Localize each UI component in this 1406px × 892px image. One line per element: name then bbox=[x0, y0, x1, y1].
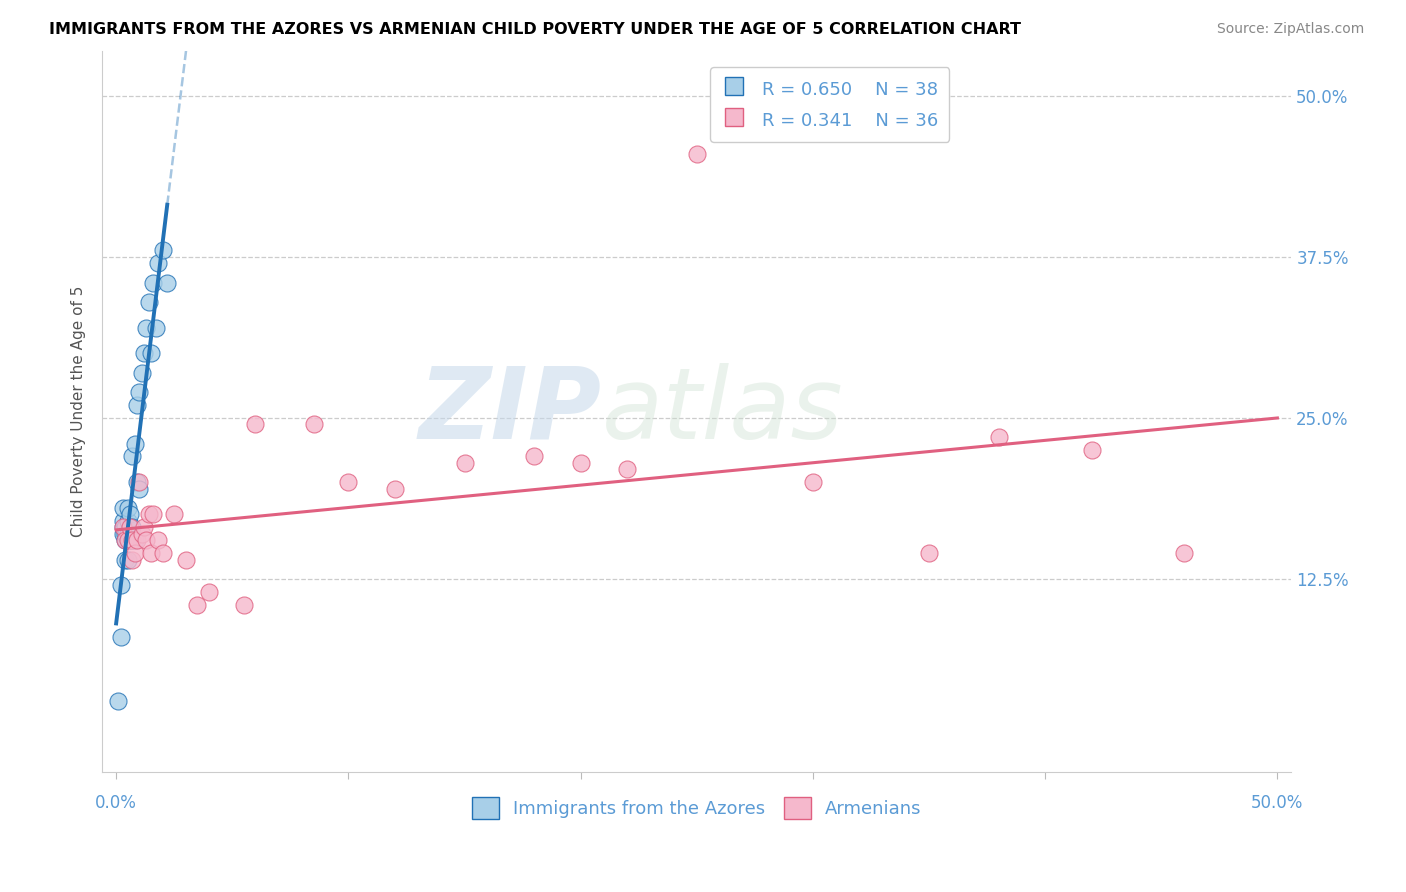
Point bbox=[124, 436, 146, 450]
Point bbox=[107, 694, 129, 708]
Point bbox=[114, 533, 136, 548]
Point bbox=[987, 430, 1010, 444]
Point bbox=[121, 450, 143, 464]
Point bbox=[112, 520, 135, 534]
Point bbox=[384, 482, 406, 496]
Point bbox=[135, 320, 157, 334]
Point bbox=[114, 533, 136, 548]
Point bbox=[110, 630, 132, 644]
Point bbox=[112, 526, 135, 541]
Point bbox=[174, 552, 197, 566]
Point bbox=[120, 520, 142, 534]
Text: Source: ZipAtlas.com: Source: ZipAtlas.com bbox=[1216, 22, 1364, 37]
Point bbox=[138, 294, 160, 309]
Point bbox=[128, 475, 150, 490]
Point bbox=[125, 533, 148, 548]
Point bbox=[110, 578, 132, 592]
Point bbox=[121, 533, 143, 548]
Point bbox=[120, 533, 142, 548]
Point bbox=[152, 546, 174, 560]
Point bbox=[114, 552, 136, 566]
Point bbox=[128, 482, 150, 496]
Point bbox=[112, 520, 135, 534]
Point bbox=[453, 456, 475, 470]
Point bbox=[146, 533, 169, 548]
Point bbox=[132, 346, 155, 360]
Point bbox=[117, 552, 139, 566]
Point bbox=[121, 552, 143, 566]
Point bbox=[124, 533, 146, 548]
Point bbox=[152, 244, 174, 258]
Point bbox=[117, 533, 139, 548]
Point bbox=[131, 366, 153, 380]
Point bbox=[616, 462, 638, 476]
Point bbox=[686, 146, 709, 161]
Point bbox=[120, 508, 142, 522]
Point bbox=[139, 546, 162, 560]
Point bbox=[523, 450, 546, 464]
Point bbox=[117, 533, 139, 548]
Text: 50.0%: 50.0% bbox=[1251, 794, 1303, 813]
Point bbox=[138, 508, 160, 522]
Text: IMMIGRANTS FROM THE AZORES VS ARMENIAN CHILD POVERTY UNDER THE AGE OF 5 CORRELAT: IMMIGRANTS FROM THE AZORES VS ARMENIAN C… bbox=[49, 22, 1021, 37]
Point bbox=[112, 514, 135, 528]
Point bbox=[124, 546, 146, 560]
Text: 0.0%: 0.0% bbox=[96, 794, 136, 813]
Point bbox=[163, 508, 186, 522]
Point bbox=[117, 500, 139, 515]
Point bbox=[198, 584, 221, 599]
Point bbox=[112, 500, 135, 515]
Point bbox=[1173, 546, 1195, 560]
Point bbox=[125, 475, 148, 490]
Point bbox=[145, 320, 167, 334]
Point bbox=[139, 346, 162, 360]
Point bbox=[142, 508, 165, 522]
Text: atlas: atlas bbox=[602, 363, 844, 460]
Y-axis label: Child Poverty Under the Age of 5: Child Poverty Under the Age of 5 bbox=[72, 285, 86, 537]
Point bbox=[121, 520, 143, 534]
Point bbox=[125, 398, 148, 412]
Point bbox=[117, 514, 139, 528]
Point bbox=[142, 276, 165, 290]
Point bbox=[128, 385, 150, 400]
Point bbox=[1080, 443, 1102, 458]
Point bbox=[117, 526, 139, 541]
Point bbox=[302, 417, 325, 432]
Point bbox=[232, 598, 254, 612]
Legend: Immigrants from the Azores, Armenians: Immigrants from the Azores, Armenians bbox=[464, 790, 929, 827]
Text: ZIP: ZIP bbox=[419, 363, 602, 460]
Point bbox=[156, 276, 179, 290]
Point bbox=[131, 526, 153, 541]
Point bbox=[337, 475, 360, 490]
Point bbox=[132, 520, 155, 534]
Point bbox=[121, 533, 143, 548]
Point bbox=[186, 598, 208, 612]
Point bbox=[114, 526, 136, 541]
Point bbox=[135, 533, 157, 548]
Point bbox=[114, 520, 136, 534]
Point bbox=[569, 456, 592, 470]
Point bbox=[146, 256, 169, 270]
Point bbox=[918, 546, 941, 560]
Point bbox=[245, 417, 267, 432]
Point bbox=[120, 520, 142, 534]
Point bbox=[801, 475, 824, 490]
